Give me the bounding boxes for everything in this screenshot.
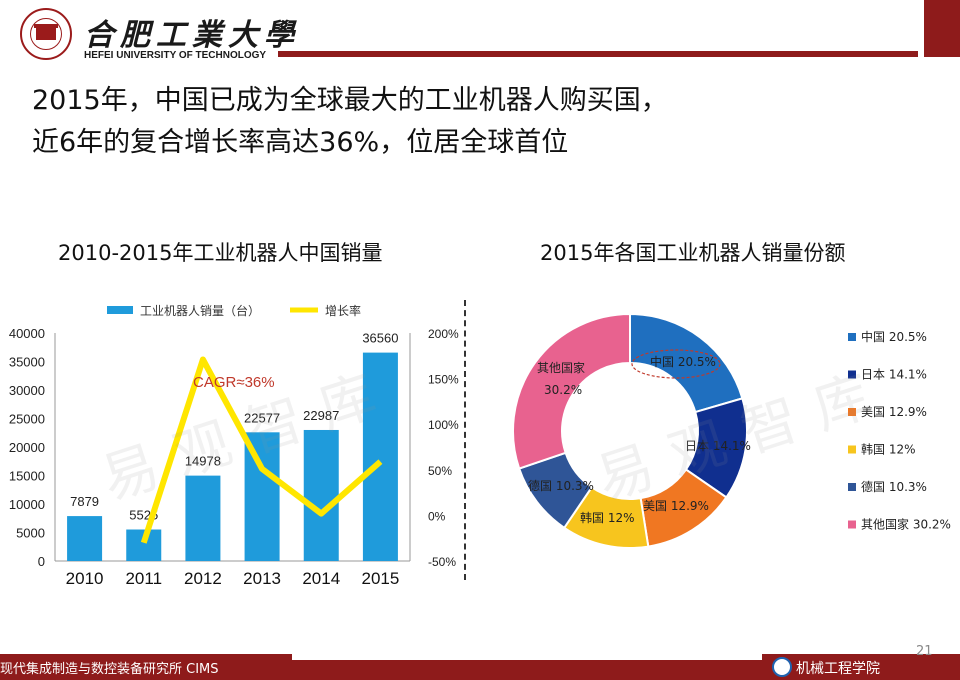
y-left-tick-label: 0 xyxy=(38,554,45,569)
y-right-tick-label: 150% xyxy=(428,373,459,387)
highlight-ellipse xyxy=(631,349,721,379)
growth-rate-line xyxy=(140,356,383,544)
bar-value-label: 7879 xyxy=(70,494,99,509)
y-left-tick-label: 5000 xyxy=(16,526,45,541)
bar-value-label: 14978 xyxy=(185,454,221,469)
legend-label: 韩国 12% xyxy=(861,442,916,457)
donut-chart-title: 2015年各国工业机器人销量份额 xyxy=(540,241,846,265)
slide-header: 合肥工業大學 HEFEI UNIVERSITY OF TECHNOLOGY xyxy=(0,0,960,64)
y-left-tick-label: 30000 xyxy=(9,383,45,398)
slide-title: 2015年，中国已成为全球最大的工业机器人购买国， 近6年的复合增长率高达36%… xyxy=(32,80,668,164)
chart-divider xyxy=(464,300,466,580)
y-left-tick-label: 20000 xyxy=(9,440,45,455)
bar-value-label: 22987 xyxy=(303,408,339,423)
y-left-tick-label: 15000 xyxy=(9,469,45,484)
header-rule xyxy=(278,51,960,57)
header-corner-block xyxy=(922,0,960,57)
legend-label-growth: 增长率 xyxy=(325,303,361,318)
cagr-annotation: CAGR≈36% xyxy=(193,374,275,391)
x-tick-label: 2014 xyxy=(302,569,340,588)
legend-label: 美国 12.9% xyxy=(861,405,927,419)
legend-label: 中国 20.5% xyxy=(861,329,927,344)
legend-swatch xyxy=(848,370,856,379)
slice-label: 中国 20.5% xyxy=(650,354,716,369)
university-seal-logo xyxy=(20,8,72,60)
legend-label: 德国 10.3% xyxy=(861,479,927,494)
slice-label: 德国 10.3% xyxy=(528,478,594,493)
legend-swatch xyxy=(848,333,856,341)
x-tick-label: 2011 xyxy=(125,569,162,588)
legend-swatch-bar xyxy=(107,306,133,314)
legend-swatch xyxy=(848,520,856,529)
x-tick-label: 2012 xyxy=(184,569,222,588)
slice-label: 日本 14.1% xyxy=(685,439,751,453)
legend-swatch xyxy=(848,445,856,454)
legend-swatch xyxy=(848,483,856,491)
x-tick-label: 2010 xyxy=(66,569,104,588)
university-name-cn: 合肥工業大學 xyxy=(84,18,300,53)
bar xyxy=(185,475,221,561)
bar-chart-title: 2010-2015年工业机器人中国销量 xyxy=(58,241,383,265)
donut-slice xyxy=(512,312,631,470)
bar xyxy=(362,352,398,561)
y-right-tick-label: -50% xyxy=(428,555,456,569)
slide-title-line1: 2015年，中国已成为全球最大的工业机器人购买国， xyxy=(32,85,668,116)
legend-label: 日本 14.1% xyxy=(861,368,927,382)
footer-college-text: 机械工程学院 xyxy=(796,661,880,677)
y-left-tick-label: 35000 xyxy=(9,355,45,370)
slice-label: 韩国 12% xyxy=(580,510,635,525)
college-logo-icon xyxy=(772,657,792,677)
bar xyxy=(67,516,103,561)
slice-label: 其他国家 xyxy=(537,360,585,375)
slide-title-line2: 近6年的复合增长率高达36%，位居全球首位 xyxy=(32,127,569,158)
x-tick-label: 2013 xyxy=(243,569,281,588)
legend-swatch xyxy=(848,408,856,416)
y-left-tick-label: 25000 xyxy=(9,412,45,427)
y-right-tick-label: 0% xyxy=(428,509,446,523)
footer-institute-text: 现代集成制造与数控装备研究所 CIMS xyxy=(0,662,219,677)
bar-line-chart: 0 5000 10000 15000 20000 25000 30000 35000 40000… xyxy=(9,303,459,588)
y-right-tick-label: 50% xyxy=(428,464,452,478)
bar-value-label: 36560 xyxy=(362,331,398,346)
legend-label-sales: 工业机器人销量（台） xyxy=(140,303,260,318)
legend-label: 其他国家 30.2% xyxy=(861,517,951,532)
bar xyxy=(244,432,280,561)
slice-label: 30.2% xyxy=(544,383,582,397)
slice-label: 美国 12.9% xyxy=(643,499,709,513)
donut-chart: 中国 20.5% 日本 14.1% 美国 12.9% 韩国 12% 德国 10.3% 其他… xyxy=(512,312,951,549)
bar xyxy=(303,429,339,561)
y-right-tick-label: 100% xyxy=(428,418,459,432)
university-name-en: HEFEI UNIVERSITY OF TECHNOLOGY xyxy=(84,50,267,61)
y-left-tick-label: 10000 xyxy=(9,497,45,512)
page-number: 21 xyxy=(916,644,933,659)
y-left-tick-label: 40000 xyxy=(9,326,45,341)
bar-value-label: 22577 xyxy=(244,410,280,425)
y-right-tick-label: 200% xyxy=(428,327,459,341)
x-tick-label: 2015 xyxy=(362,569,400,588)
